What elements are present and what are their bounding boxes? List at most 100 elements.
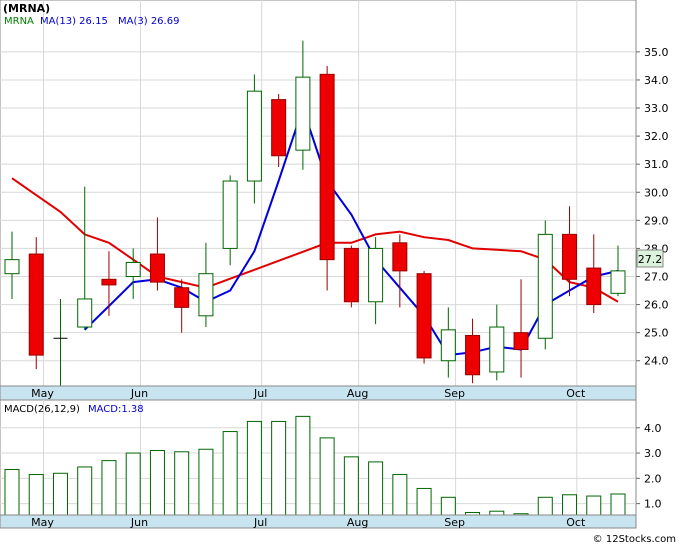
price-x-tick-label: Jun (130, 387, 148, 400)
price-x-tick-label: Oct (566, 387, 586, 400)
candle (465, 318, 481, 384)
candle-body-down (343, 247, 359, 303)
candle (440, 307, 456, 378)
candle-body-up (222, 180, 238, 249)
macd-x-tick-label: Jul (253, 516, 267, 529)
candle (319, 65, 335, 291)
candle (513, 279, 529, 378)
macd-bar (222, 431, 238, 516)
candle (53, 298, 68, 386)
macd-bar (174, 451, 190, 516)
candle (295, 40, 311, 170)
price-y-tick-label: 27.0 (644, 270, 669, 283)
candle (125, 248, 141, 299)
candle (343, 245, 359, 308)
candle-body-down (562, 233, 578, 280)
macd-bar (489, 510, 505, 516)
candle-body-down (101, 278, 117, 286)
candle (149, 217, 165, 291)
macd-bar (392, 474, 408, 516)
candle-body-down (28, 253, 44, 356)
candle-body-up (368, 247, 384, 303)
candle (368, 237, 384, 325)
price-legend-entry: MA(3) 26.69 (118, 16, 179, 27)
macd-bar (28, 474, 44, 516)
candle-body-down (513, 332, 529, 350)
macd-y-tick-label: 1.0 (644, 498, 662, 511)
macd-bar (537, 496, 553, 516)
price-legend-entry: MA(13) 26.15 (40, 16, 108, 27)
macd-bar (101, 460, 117, 516)
macd-bar (77, 466, 93, 516)
macd-x-tick-label: Jun (130, 516, 148, 529)
candle (174, 279, 190, 333)
last-price-tag: 27.2 (636, 249, 664, 268)
candle-body-down (416, 273, 432, 359)
macd-x-tick-label: Aug (347, 516, 368, 529)
candle (537, 220, 553, 350)
price-y-tick-label: 24.0 (644, 355, 669, 368)
candle-body-up (246, 90, 262, 182)
macd-bar (125, 452, 141, 516)
price-legend: MRNA MA(13) 26.15 MA(3) 26.69 (4, 16, 179, 27)
macd-bar (610, 493, 626, 516)
price-x-tick-label: May (31, 387, 54, 400)
chart-title: (MRNA) (3, 2, 50, 15)
macd-bar (198, 448, 214, 516)
price-x-tick-label: Sep (444, 387, 465, 400)
macd-bar (295, 415, 311, 516)
macd-x-axis-band (0, 514, 637, 529)
macd-bar (416, 487, 432, 516)
candle-body-up (440, 329, 456, 362)
price-y-tick-label: 33.0 (644, 102, 669, 115)
macd-x-tick-label: Sep (444, 516, 465, 529)
macd-y-tick-label: 2.0 (644, 472, 662, 485)
candle (392, 234, 408, 308)
candle (101, 251, 117, 316)
macd-legend-entry: MACD:1.38 (88, 404, 144, 415)
price-y-tick-label: 35.0 (644, 46, 669, 59)
candle (416, 270, 432, 364)
price-y-tick-label: 26.0 (644, 299, 669, 312)
price-y-tick-label: 34.0 (644, 74, 669, 87)
price-legend-entry: MRNA (4, 16, 34, 27)
macd-bar (52, 472, 68, 516)
macd-bar (246, 420, 262, 516)
candle (246, 74, 262, 204)
candle (562, 206, 578, 297)
ma-long-line (11, 177, 619, 303)
candle-body-up (610, 270, 626, 294)
macd-panel: 1.0 2.0 3.0 4.0 May Jun Jul Aug Sep Oct MACD(26,… (0, 399, 662, 529)
candle (77, 186, 93, 330)
candle-body-down (465, 334, 481, 376)
watermark: © 12Stocks.com (593, 534, 676, 545)
candle-body-down (174, 287, 190, 308)
macd-bar (4, 468, 20, 516)
candle-body-up (537, 233, 553, 339)
candle-body-down (319, 73, 335, 261)
macd-y-tick-label: 3.0 (644, 447, 662, 460)
last-price-label: 27.2 (638, 253, 663, 266)
macd-y-tick-label: 4.0 (644, 422, 662, 435)
candle-body-up (77, 298, 93, 328)
ma-short-line (84, 104, 619, 357)
candle (586, 234, 602, 313)
macd-x-tick-label: May (31, 516, 54, 529)
price-x-tick-label: Jul (253, 387, 267, 400)
macd-legend: MACD(26,12,9) MACD:1.38 (4, 404, 144, 415)
candle-body-up (125, 261, 141, 277)
price-x-axis-band (0, 385, 637, 401)
candle-body-up (4, 259, 20, 275)
macd-bar (562, 494, 578, 516)
macd-bar (149, 450, 165, 516)
candle (4, 231, 20, 299)
candle-body-down (586, 267, 602, 306)
candle-body-up (489, 326, 505, 373)
price-y-tick-label: 31.0 (644, 158, 669, 171)
price-y-tick-label: 30.0 (644, 186, 669, 199)
candle (610, 245, 626, 297)
candle (271, 93, 287, 167)
price-y-tick-label: 25.0 (644, 327, 669, 340)
candle-body-down (271, 99, 287, 157)
